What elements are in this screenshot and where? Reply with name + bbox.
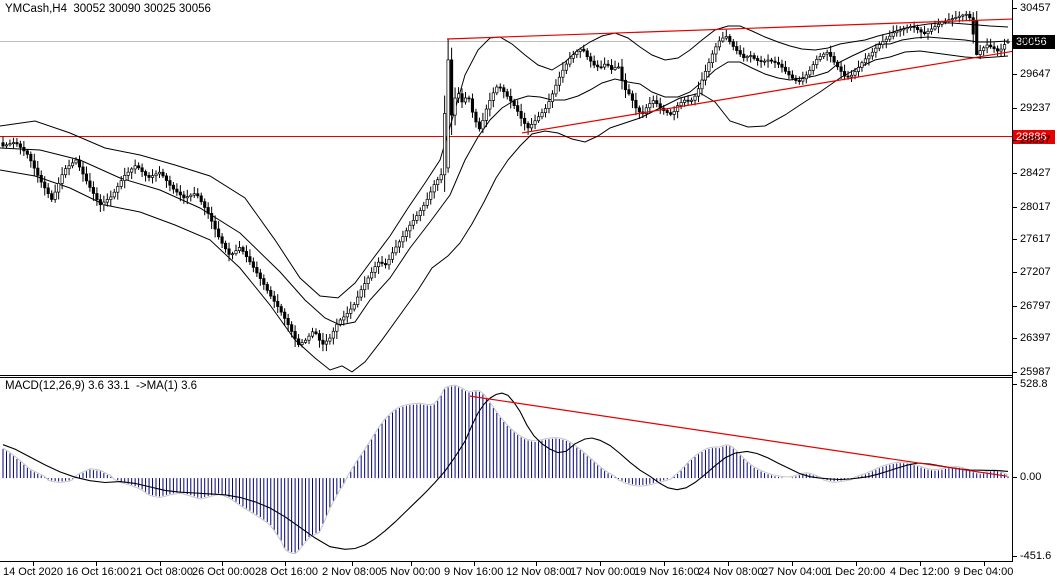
time-tick-mark xyxy=(664,562,665,566)
ohlc-values: 30052 30090 30025 30056 xyxy=(73,3,211,15)
macd-tick-mark xyxy=(1013,383,1017,385)
price-tick-mark xyxy=(1013,206,1017,208)
time-tick-label: 27 Nov 04:00 xyxy=(762,566,828,578)
time-tick-label: 12 Nov 08:00 xyxy=(506,566,572,578)
time-tick-mark xyxy=(728,562,729,566)
price-tick-mark xyxy=(1013,8,1017,10)
macd-tick-mark xyxy=(1013,476,1017,478)
time-tick-label: 9 Dec 04:00 xyxy=(954,566,1014,578)
time-tick-mark xyxy=(856,562,857,566)
price-tick-label: 30457 xyxy=(1020,2,1051,15)
price-tick-mark xyxy=(1013,173,1017,175)
time-tick-label: 16 Oct 16:00 xyxy=(66,566,129,578)
price-tick-label: 29237 xyxy=(1020,101,1051,114)
time-tick-label: 26 Oct 00:00 xyxy=(192,566,255,578)
macd-tick-mark xyxy=(1013,556,1017,558)
symbol-period-label: YMCash,H4 xyxy=(5,3,67,15)
price-tick-label: 27617 xyxy=(1020,233,1051,246)
price-tick-label: 30057 xyxy=(1020,34,1051,47)
time-tick-mark xyxy=(285,562,286,566)
time-tick-mark xyxy=(920,562,921,566)
candlestick-canvas[interactable] xyxy=(0,0,1012,375)
macd-tick-label: 0.00 xyxy=(1020,470,1042,483)
price-tick-mark xyxy=(1013,338,1017,340)
time-tick-mark xyxy=(222,562,223,566)
time-tick-mark xyxy=(96,562,97,566)
time-tick-label: 14 Oct 2020 xyxy=(3,566,63,578)
price-tick-mark xyxy=(1013,107,1017,109)
price-tick-label: 26397 xyxy=(1020,332,1051,345)
time-axis[interactable]: 14 Oct 2020 16 Oct 16:00 21 Oct 08:00 26 Oc… xyxy=(0,562,1057,584)
panel-divider[interactable] xyxy=(0,375,1012,376)
price-tick-label: 29647 xyxy=(1020,68,1051,81)
price-tick-mark xyxy=(1013,40,1017,42)
price-tick-label: 28017 xyxy=(1020,200,1051,213)
time-tick-mark xyxy=(536,562,537,566)
time-tick-mark xyxy=(792,562,793,566)
time-tick-label: 24 Nov 08:00 xyxy=(698,566,764,578)
time-tick-mark xyxy=(600,562,601,566)
time-tick-mark xyxy=(160,562,161,566)
macd-canvas[interactable] xyxy=(0,378,1012,561)
macd-indicator-label: MACD(12,26,9) 3.6 33.1 ->MA(1) 3.6 xyxy=(5,380,198,392)
price-tick-mark xyxy=(1013,140,1017,142)
support-level-badge: 28886 xyxy=(1013,129,1055,144)
time-tick-mark xyxy=(352,562,353,566)
time-tick-mark xyxy=(411,562,412,566)
price-tick-mark xyxy=(1013,305,1017,307)
symbol-title: YMCash,H4 30052 30090 30025 30056 xyxy=(5,3,211,16)
time-tick-label: 9 Nov 16:00 xyxy=(444,566,504,578)
time-tick-mark xyxy=(984,562,985,566)
price-tick-label: 27207 xyxy=(1020,266,1051,279)
price-tick-mark xyxy=(1013,272,1017,274)
macd-tick-label: 528.8 xyxy=(1020,377,1048,390)
time-tick-label: 28 Oct 16:00 xyxy=(255,566,318,578)
time-tick-label: 17 Nov 00:00 xyxy=(570,566,636,578)
main-price-chart[interactable] xyxy=(0,0,1013,377)
current-price-badge: 30056 xyxy=(1013,34,1055,49)
macd-tick-label: -451.6 xyxy=(1020,550,1052,563)
price-tick-mark xyxy=(1013,239,1017,241)
price-axis[interactable]: 30056 28886 30457 30057 29647 29237 28837 284… xyxy=(1013,0,1057,562)
time-tick-label: 19 Nov 16:00 xyxy=(634,566,700,578)
time-tick-label: 1 Dec 20:00 xyxy=(826,566,886,578)
time-tick-label: 2 Nov 08:00 xyxy=(322,566,382,578)
time-tick-label: 21 Oct 08:00 xyxy=(130,566,193,578)
price-tick-label: 25987 xyxy=(1020,365,1051,378)
time-tick-label: 4 Dec 12:00 xyxy=(890,566,950,578)
time-tick-label: 5 Nov 00:00 xyxy=(381,566,441,578)
time-tick-mark xyxy=(33,562,34,566)
macd-indicator-panel[interactable] xyxy=(0,377,1013,562)
price-tick-label: 28837 xyxy=(1020,134,1051,147)
price-tick-label: 28427 xyxy=(1020,167,1051,180)
price-tick-mark xyxy=(1013,371,1017,373)
price-tick-label: 26797 xyxy=(1020,299,1051,312)
price-tick-mark xyxy=(1013,74,1017,76)
time-tick-mark xyxy=(474,562,475,566)
